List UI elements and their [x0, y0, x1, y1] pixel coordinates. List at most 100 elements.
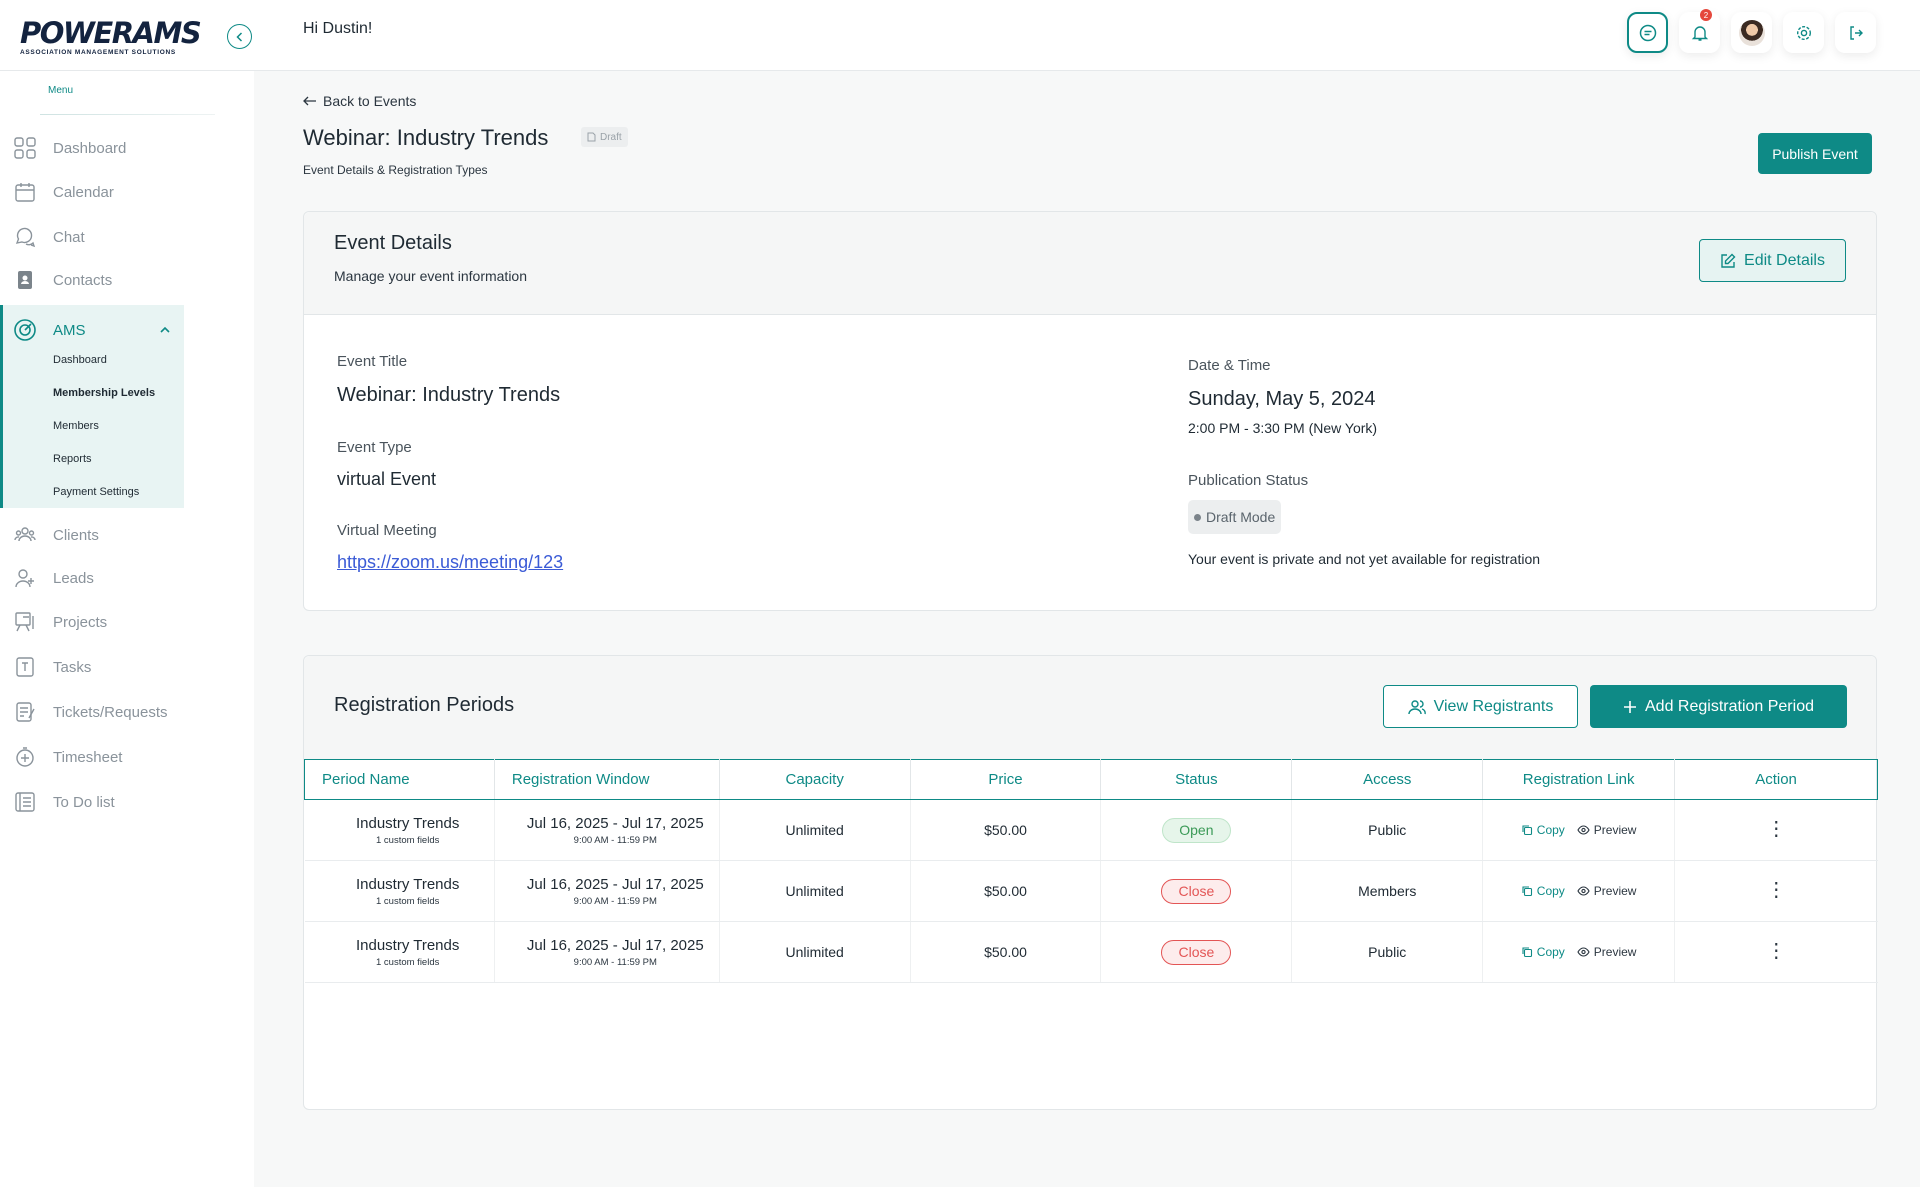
period-name: Industry Trends — [355, 936, 460, 954]
price-cell: $50.00 — [910, 799, 1102, 861]
sidebar-item-calendar[interactable]: Calendar — [0, 177, 184, 207]
preview-link-button[interactable]: Preview — [1577, 945, 1637, 959]
registration-periods-header: Registration Periods View Registrants Ad… — [304, 656, 1876, 759]
action-cell: ⋮ — [1674, 799, 1878, 861]
sidebar: Menu Dashboard Calendar Chat Contacts AM… — [0, 71, 254, 1187]
status-dot-icon — [1194, 513, 1201, 521]
add-registration-period-label: Add Registration Period — [1645, 697, 1814, 715]
sidebar-item-label: Calendar — [53, 183, 114, 201]
collapse-sidebar-button[interactable] — [227, 24, 252, 49]
sidebar-item-ams[interactable]: AMS — [3, 315, 187, 345]
tasks-icon — [13, 655, 37, 679]
top-bar: POWERAMS ASSOCIATION MANAGEMENT SOLUTION… — [0, 0, 1920, 71]
ams-sub-payment-settings[interactable]: Payment Settings — [53, 486, 140, 498]
top-icons: 2 — [1627, 9, 1876, 53]
more-actions-icon[interactable]: ⋮ — [1766, 879, 1787, 901]
messages-button[interactable] — [1627, 12, 1668, 53]
registration-window: Jul 16, 2025 - Jul 17, 2025 — [526, 875, 704, 893]
edit-details-button[interactable]: Edit Details — [1699, 239, 1846, 282]
registration-link-cell: Copy Preview — [1482, 921, 1676, 983]
table-row: Industry Trends 1 custom fields Jul 16, 2… — [304, 921, 1878, 983]
status-cell: Close — [1100, 921, 1293, 983]
sidebar-item-tasks[interactable]: Tasks — [0, 652, 184, 682]
column-header[interactable]: Status — [1100, 759, 1293, 800]
publication-status-pill: Draft Mode — [1188, 500, 1282, 534]
registration-hours: 9:00 AM - 11:59 PM — [573, 895, 657, 907]
date-time-label: Date & Time — [1188, 357, 1271, 374]
preview-link-button[interactable]: Preview — [1577, 823, 1637, 837]
status-badge: Close — [1161, 878, 1232, 904]
column-header[interactable]: Capacity — [719, 759, 911, 800]
registration-periods-title: Registration Periods — [334, 694, 515, 716]
sidebar-item-contacts[interactable]: Contacts — [0, 265, 184, 295]
profile-button[interactable] — [1731, 12, 1772, 53]
copy-link-button[interactable]: Copy — [1521, 823, 1565, 837]
ams-sub-members[interactable]: Members — [53, 420, 99, 432]
notifications-button[interactable]: 2 — [1679, 9, 1720, 53]
column-header[interactable]: Access — [1291, 759, 1484, 800]
more-actions-icon[interactable]: ⋮ — [1766, 818, 1787, 840]
event-details-title: Event Details — [334, 232, 452, 254]
sidebar-item-tickets[interactable]: Tickets/Requests — [0, 697, 184, 727]
copy-link-button[interactable]: Copy — [1521, 945, 1565, 959]
calendar-icon — [13, 180, 37, 204]
column-header[interactable]: Price — [910, 759, 1102, 800]
action-cell: ⋮ — [1674, 921, 1878, 983]
column-header[interactable]: Registration Link — [1482, 759, 1676, 800]
sidebar-item-timesheet[interactable]: Timesheet — [0, 742, 184, 772]
sidebar-item-todo[interactable]: To Do list — [0, 787, 184, 817]
access-cell: Members — [1291, 860, 1484, 922]
edit-details-label: Edit Details — [1744, 251, 1825, 269]
back-to-events-link[interactable]: Back to Events — [303, 93, 416, 109]
ams-sub-membership-levels[interactable]: Membership Levels — [53, 387, 156, 399]
access-cell: Public — [1291, 799, 1484, 861]
logout-button[interactable] — [1835, 12, 1876, 53]
sidebar-item-leads[interactable]: Leads — [0, 563, 184, 593]
ams-sub-dashboard[interactable]: Dashboard — [53, 354, 107, 366]
sidebar-item-clients[interactable]: Clients — [0, 520, 184, 550]
preview-label: Preview — [1593, 884, 1637, 898]
page-subtitle: Event Details & Registration Types — [303, 163, 488, 177]
preview-link-button[interactable]: Preview — [1577, 884, 1637, 898]
registration-periods-card: Registration Periods View Registrants Ad… — [303, 655, 1878, 1110]
column-header[interactable]: Period Name — [304, 759, 495, 800]
copy-icon — [1522, 886, 1532, 897]
publish-event-button[interactable]: Publish Event — [1758, 133, 1872, 174]
logo[interactable]: POWERAMS ASSOCIATION MANAGEMENT SOLUTION… — [20, 16, 202, 56]
chevron-up-icon — [159, 323, 171, 341]
registration-window: Jul 16, 2025 - Jul 17, 2025 — [526, 936, 704, 954]
sidebar-item-label: Timesheet — [53, 748, 123, 766]
settings-button[interactable] — [1783, 12, 1824, 53]
copy-link-button[interactable]: Copy — [1521, 884, 1565, 898]
preview-label: Preview — [1593, 945, 1637, 959]
publication-status-label: Publication Status — [1188, 472, 1309, 489]
sidebar-item-label: AMS — [53, 322, 86, 339]
preview-label: Preview — [1593, 823, 1637, 837]
more-actions-icon[interactable]: ⋮ — [1766, 940, 1787, 962]
logo-text: POWERAMS — [20, 16, 202, 50]
period-name-cell: Industry Trends 1 custom fields — [304, 860, 495, 922]
view-registrants-button[interactable]: View Registrants — [1383, 685, 1578, 728]
status-cell: Close — [1100, 860, 1293, 922]
column-header[interactable]: Action — [1674, 759, 1878, 800]
ams-icon — [13, 318, 37, 347]
event-title-value: Webinar: Industry Trends — [337, 384, 561, 406]
add-registration-period-button[interactable]: Add Registration Period — [1590, 685, 1847, 728]
copy-label: Copy — [1536, 823, 1565, 837]
eye-icon — [1577, 947, 1590, 957]
registration-window-cell: Jul 16, 2025 - Jul 17, 2025 9:00 AM - 11:… — [494, 799, 720, 861]
column-header[interactable]: Registration Window — [494, 759, 720, 800]
capacity-cell: Unlimited — [719, 799, 911, 861]
registration-periods-table: Period Name Registration Window Capacity… — [304, 759, 1878, 983]
sidebar-item-projects[interactable]: Projects — [0, 607, 184, 637]
virtual-meeting-link[interactable]: https://zoom.us/meeting/123 — [337, 552, 564, 572]
registration-hours: 9:00 AM - 11:59 PM — [573, 834, 657, 846]
ams-sub-reports[interactable]: Reports — [53, 453, 92, 465]
projects-icon — [13, 610, 37, 634]
sidebar-item-dashboard[interactable]: Dashboard — [0, 133, 184, 163]
sidebar-item-chat[interactable]: Chat — [0, 222, 184, 252]
period-name: Industry Trends — [355, 875, 460, 893]
sidebar-item-label: Tickets/Requests — [53, 703, 168, 721]
bell-icon — [1691, 25, 1708, 41]
table-header-row: Period Name Registration Window Capacity… — [304, 759, 1878, 800]
